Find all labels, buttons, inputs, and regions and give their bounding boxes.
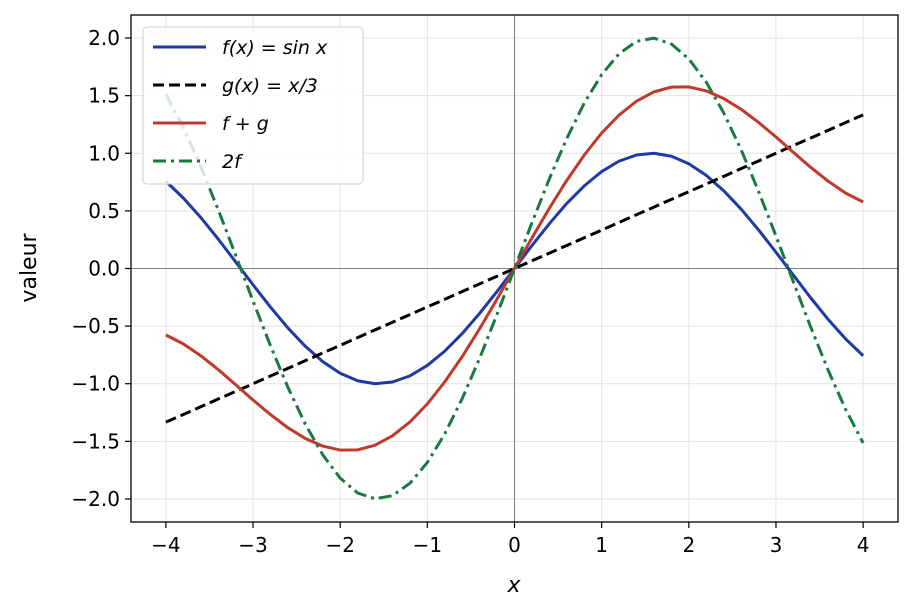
legend-label-3: f + g bbox=[222, 113, 269, 135]
y-tick-label: −1.0 bbox=[71, 372, 120, 396]
legend-label-1: f(x) = sin x bbox=[222, 37, 328, 59]
y-tick-label: 2.0 bbox=[88, 26, 120, 50]
y-tick-label: 1.5 bbox=[88, 84, 120, 108]
legend: f(x) = sin x g(x) = x/3 f + g 2f bbox=[142, 26, 364, 185]
x-tick-label: 0 bbox=[508, 533, 521, 557]
y-tick-label: −2.0 bbox=[71, 487, 120, 511]
series-layer bbox=[164, 36, 865, 501]
x-tick-label: 1 bbox=[595, 533, 608, 557]
x-tick-label: 3 bbox=[770, 533, 783, 557]
x-tick-label: −3 bbox=[238, 533, 267, 557]
x-tick-label: −1 bbox=[413, 533, 442, 557]
y-tick-label: 0.5 bbox=[88, 199, 120, 223]
legend-label-2: g(x) = x/3 bbox=[222, 75, 318, 97]
series-line-2 bbox=[165, 113, 864, 424]
y-axis: −2.0 −1.5 −1.0 −0.5 0.0 0.5 1.0 1.5 2.0 bbox=[71, 26, 131, 511]
x-axis: −4 −3 −2 −1 0 1 2 3 4 bbox=[151, 522, 870, 557]
x-axis-label: x bbox=[506, 573, 521, 598]
y-axis-label: valeur bbox=[17, 232, 42, 302]
y-tick-label: 1.0 bbox=[88, 141, 120, 165]
x-tick-label: 2 bbox=[682, 533, 695, 557]
x-tick-label: −2 bbox=[325, 533, 354, 557]
x-tick-label: 4 bbox=[857, 533, 870, 557]
y-tick-label: −0.5 bbox=[71, 314, 120, 338]
y-tick-label: −1.5 bbox=[71, 429, 120, 453]
series-line-3 bbox=[165, 85, 864, 452]
legend-label-4: 2f bbox=[222, 151, 244, 173]
x-tick-label: −4 bbox=[151, 533, 180, 557]
y-tick-label: 0.0 bbox=[88, 257, 120, 281]
legend-box bbox=[142, 26, 364, 185]
